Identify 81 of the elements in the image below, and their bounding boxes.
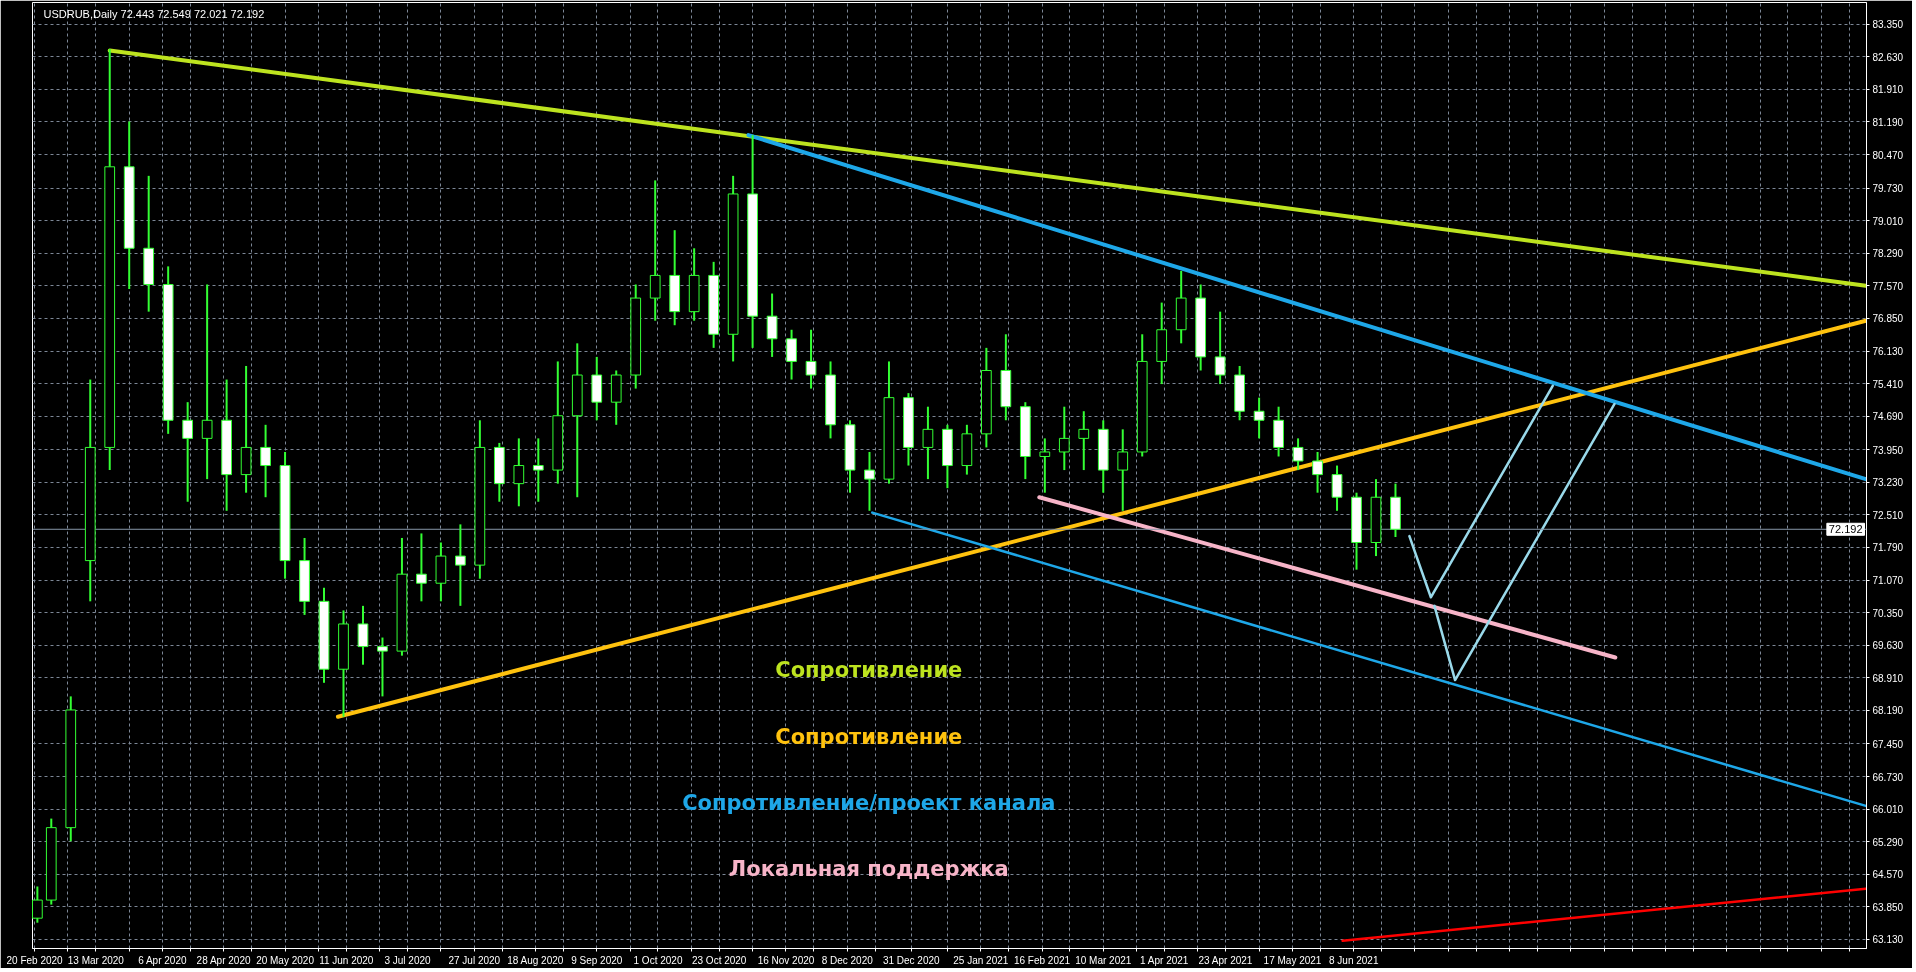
- y-tick-label: 64.570: [1872, 869, 1904, 881]
- y-tick-label: 73.950: [1872, 444, 1904, 456]
- candlestick: [786, 328, 797, 381]
- x-tick-label: 17 May 2021: [1263, 954, 1322, 966]
- y-tick-label: 71.790: [1872, 542, 1904, 554]
- candlestick: [649, 179, 661, 322]
- y-tick-label: 77.570: [1872, 280, 1904, 292]
- candlestick: [377, 636, 388, 698]
- x-tick-label: 16 Feb 2021: [1013, 954, 1071, 966]
- y-tick-label: 75.410: [1872, 378, 1904, 390]
- x-tick-label: 23 Oct 2020: [691, 954, 747, 966]
- y-tick-label: 82.630: [1872, 51, 1904, 63]
- x-tick-label: 11 Jun 2020: [319, 954, 374, 966]
- y-tick-label: 73.230: [1872, 477, 1904, 489]
- y-tick-label: 68.190: [1872, 705, 1904, 717]
- y-tick-label: 81.910: [1872, 84, 1904, 96]
- x-tick-label: 8 Dec 2020: [821, 954, 874, 966]
- x-tick-label: 8 Jun 2021: [1328, 954, 1379, 966]
- text: Сопротивление: [775, 658, 963, 683]
- candlestick: [182, 401, 194, 503]
- x-tick-label: 1 Oct 2020: [633, 954, 683, 966]
- x-tick-label: 20 May 2020: [256, 954, 315, 966]
- x-tick-label: 18 Aug 2020: [507, 954, 564, 966]
- candlestick: [455, 523, 466, 607]
- candlestick: [513, 437, 525, 508]
- x-tick-label: 3 Jul 2020: [384, 954, 432, 966]
- x-tick-label: 1 Apr 2021: [1140, 954, 1189, 966]
- text: Сопротивление: [775, 724, 963, 749]
- y-tick-label: 76.130: [1872, 346, 1904, 358]
- y-tick-label: 68.910: [1872, 672, 1904, 684]
- candlestick: [357, 604, 369, 666]
- y-tick-label: 63.850: [1872, 901, 1904, 913]
- y-tick-label: 74.690: [1872, 411, 1904, 423]
- x-tick-label: 6 Apr 2020: [138, 954, 187, 966]
- x-tick-label: 9 Sep 2020: [571, 954, 623, 966]
- x-tick-label: 10 Mar 2021: [1075, 954, 1132, 966]
- candlestick: [864, 450, 875, 512]
- y-tick-label: 83.350: [1872, 19, 1904, 31]
- x-tick-label: 27 Jul 2020: [448, 954, 501, 966]
- y-tick-label: 67.450: [1872, 738, 1904, 750]
- candlestick: [1117, 428, 1129, 512]
- candlestick: [201, 283, 213, 481]
- candlestick: [1312, 450, 1323, 494]
- candlestick: [532, 437, 544, 503]
- candlestick: [766, 292, 778, 358]
- candlestick: [260, 423, 271, 499]
- candlestick: [1039, 437, 1051, 494]
- candlestick: [1078, 410, 1090, 472]
- x-tick-label: 20 Feb 2020: [6, 954, 64, 966]
- candlestick: [1058, 405, 1070, 472]
- ref-line-label: 72.192: [1828, 523, 1863, 536]
- y-tick-label: 63.130: [1872, 934, 1904, 946]
- x-tick-label: 16 Nov 2020: [757, 954, 815, 966]
- x-tick-label: 23 Apr 2021: [1198, 954, 1253, 966]
- candlestick: [1214, 310, 1226, 386]
- text: USDRUB,Daily 72.443 72.549 72.021 72.192: [43, 8, 265, 21]
- y-tick-label: 76.850: [1872, 313, 1904, 325]
- x-tick-label: 31 Dec 2020: [882, 954, 941, 966]
- y-tick-label: 79.010: [1872, 215, 1904, 227]
- y-tick-label: 78.290: [1872, 248, 1904, 260]
- y-tick-label: 70.350: [1872, 607, 1904, 619]
- y-tick-label: 79.730: [1872, 183, 1904, 195]
- candlestick: [416, 532, 427, 603]
- y-tick-label: 71.070: [1872, 575, 1904, 587]
- candlestick: [922, 405, 934, 481]
- x-tick-label: 28 Apr 2020: [196, 954, 251, 966]
- y-tick-label: 65.290: [1872, 836, 1904, 848]
- y-tick-label: 72.510: [1872, 509, 1904, 521]
- candlestick: [1331, 464, 1343, 512]
- candlestick: [1292, 437, 1304, 472]
- y-tick-label: 69.630: [1872, 640, 1904, 652]
- text: Локальная поддержка: [728, 857, 1009, 882]
- y-tick-label: 81.190: [1872, 116, 1904, 128]
- candlestick: [1253, 396, 1265, 440]
- x-tick-label: 13 Mar 2020: [67, 954, 125, 966]
- x-tick-label: 25 Jan 2021: [953, 954, 1009, 966]
- text: Сопротивление/проект канала: [682, 790, 1056, 815]
- y-tick-label: 66.730: [1872, 771, 1904, 783]
- y-tick-label: 80.470: [1872, 149, 1904, 161]
- y-tick-label: 66.010: [1872, 804, 1904, 816]
- candlestick: [805, 328, 817, 390]
